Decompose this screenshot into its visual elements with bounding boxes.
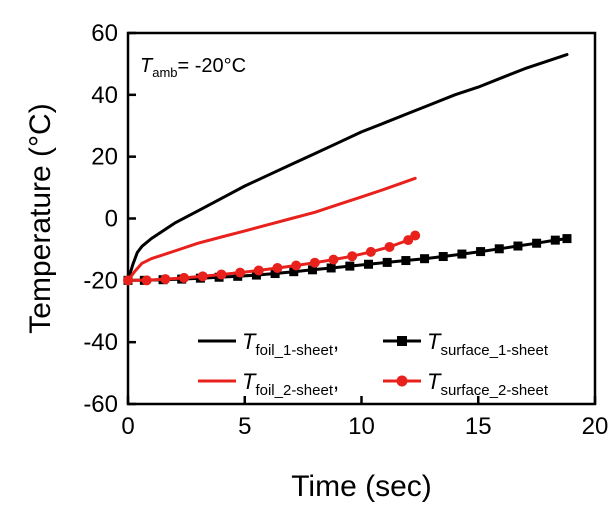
data-point xyxy=(328,254,339,265)
data-point xyxy=(562,234,572,244)
data-point xyxy=(364,259,374,269)
y-axis-title: Temperature (°C) xyxy=(24,103,57,333)
legend-label: Tsurface_1-sheet xyxy=(427,329,549,359)
data-point xyxy=(197,271,208,282)
data-point xyxy=(307,265,317,275)
data-point xyxy=(179,272,190,283)
data-point xyxy=(326,263,336,273)
legend-item-T_surface_2-sheet: Tsurface_2-sheet xyxy=(383,369,549,399)
data-point xyxy=(401,256,411,266)
legend-label: Tfoil_1-sheet, xyxy=(242,329,339,359)
y-tick-label: -60 xyxy=(83,391,118,418)
data-point xyxy=(289,267,299,277)
data-point xyxy=(410,230,421,241)
data-point xyxy=(216,269,227,280)
data-point xyxy=(384,241,395,252)
x-tick-label: 5 xyxy=(238,413,251,440)
data-point xyxy=(272,262,283,273)
data-point xyxy=(309,257,320,268)
y-tick-label: -40 xyxy=(83,329,118,356)
data-point xyxy=(235,267,246,278)
series-layer xyxy=(123,53,572,286)
data-point xyxy=(160,274,171,285)
data-point xyxy=(513,241,523,251)
data-point xyxy=(476,247,486,257)
legend-label: Tsurface_2-sheet xyxy=(427,369,549,399)
legend-marker xyxy=(397,336,407,346)
legend-label: Tfoil_2-sheet, xyxy=(242,369,339,399)
series-T_surface_2-sheet xyxy=(123,230,421,286)
y-tick-label: 60 xyxy=(91,20,118,47)
x-tick-label: 0 xyxy=(121,413,134,440)
data-point xyxy=(251,270,261,280)
x-axis-title: Time (sec) xyxy=(291,470,432,503)
y-tick-label: -20 xyxy=(83,267,118,294)
ambient-temperature-annotation: Tamb= -20°C xyxy=(140,55,246,80)
data-point xyxy=(382,257,392,267)
x-tick-label: 20 xyxy=(582,413,609,440)
legend-item-T_surface_1-sheet: Tsurface_1-sheet xyxy=(383,329,549,359)
data-point xyxy=(532,238,542,248)
data-point xyxy=(347,251,358,262)
annotation: Tamb= -20°C xyxy=(140,55,246,80)
data-point xyxy=(123,275,133,286)
axes: 0 5 10 15 20 -60 -40 -20 0 20 40 60 xyxy=(83,20,608,440)
series-T_foil_1-sheet xyxy=(126,53,569,282)
data-point xyxy=(141,275,152,286)
data-point xyxy=(270,269,280,279)
series-line xyxy=(126,176,417,282)
data-point xyxy=(550,235,560,245)
y-tick-label: 20 xyxy=(91,144,118,171)
y-tick-label: 0 xyxy=(105,206,118,233)
data-point xyxy=(253,265,264,276)
x-tick-label: 10 xyxy=(348,413,375,440)
data-point xyxy=(420,254,430,264)
data-point xyxy=(438,252,448,262)
legend-marker xyxy=(396,375,408,387)
data-point xyxy=(291,260,302,271)
legend: Tfoil_1-sheet, Tsurface_1-sheet Tfoil_2-sh… xyxy=(198,329,549,399)
legend-item-T_foil_2-sheet: Tfoil_2-sheet, xyxy=(198,369,339,399)
data-point xyxy=(365,246,376,257)
y-tick-label: 40 xyxy=(91,82,118,109)
data-point xyxy=(345,261,355,271)
legend-item-T_foil_1-sheet: Tfoil_1-sheet, xyxy=(198,329,339,359)
series-T_foil_2-sheet xyxy=(126,176,417,282)
data-point xyxy=(457,249,467,259)
series-line xyxy=(126,53,569,282)
x-tick-label: 15 xyxy=(465,413,492,440)
data-point xyxy=(494,244,504,254)
